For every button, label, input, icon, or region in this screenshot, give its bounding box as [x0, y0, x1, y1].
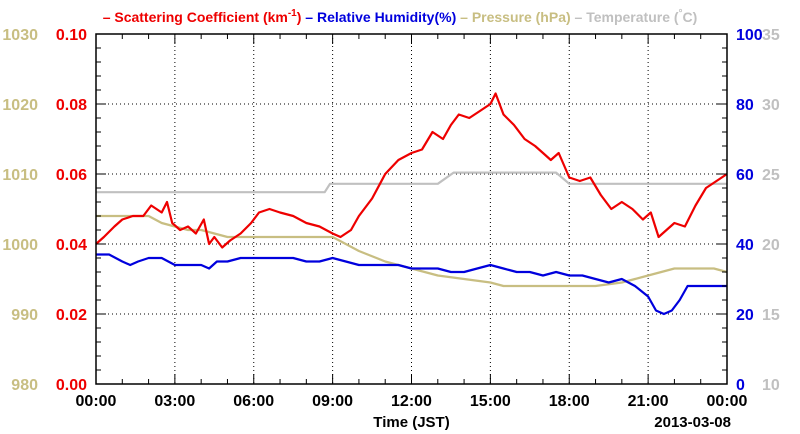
humidity-axis-tick-label: 80: [736, 97, 754, 114]
legend-entry-suffix: C): [683, 9, 698, 25]
scattering-axis-tick-label: 0.06: [56, 167, 87, 184]
x-axis-tick-label: 21:00: [628, 393, 669, 410]
scattering-axis-tick-label: 0.02: [56, 307, 87, 324]
scattering-series-line: [95, 92, 728, 249]
pressure-axis-tick-label: 1020: [2, 97, 38, 114]
pressure-axis-tick-label: 1010: [2, 167, 38, 184]
x-axis-tick-label: 09:00: [312, 393, 353, 410]
legend-superscript: °: [679, 8, 683, 19]
legend-entry: – Relative Humidity(%): [301, 9, 456, 25]
legend-superscript: -1: [288, 8, 297, 19]
temperature-axis-tick-label: 30: [762, 97, 780, 114]
temperature-axis-tick-label: 20: [762, 237, 780, 254]
x-axis-tick-label: 06:00: [233, 393, 274, 410]
pressure-series-line: [96, 214, 728, 288]
x-axis-tick-label: 12:00: [391, 393, 432, 410]
temperature-series-line: [96, 171, 727, 194]
x-axis-label: Time (JST): [373, 414, 449, 431]
temperature-axis-tick-label: 35: [762, 27, 780, 44]
legend-entry: – Scattering Coefficient (km: [103, 9, 288, 25]
humidity-axis-tick-label: 20: [736, 307, 754, 324]
legend: – Scattering Coefficient (km-1) – Relati…: [103, 8, 698, 25]
pressure-axis-tick-label: 1030: [2, 27, 38, 44]
legend-entry-suffix: ): [297, 9, 302, 25]
temperature-axis-tick-label: 25: [762, 167, 780, 184]
humidity-axis-tick-label: 40: [736, 237, 754, 254]
date-label: 2013-03-08: [654, 414, 731, 431]
scattering-axis-tick-label: 0.00: [56, 377, 87, 394]
scattering-axis-tick-label: 0.08: [56, 97, 87, 114]
x-axis-tick-label: 00:00: [76, 393, 117, 410]
temperature-axis-tick-label: 10: [762, 377, 780, 394]
series-layer: [95, 92, 728, 316]
pressure-axis-tick-label: 980: [11, 377, 38, 394]
temperature-axis-tick-label: 15: [762, 307, 780, 324]
humidity-axis-tick-label: 100: [736, 27, 763, 44]
legend-entry: – Pressure (hPa): [456, 9, 570, 25]
scattering-axis-tick-label: 0.04: [56, 237, 87, 254]
pressure-axis-tick-label: 1000: [2, 237, 38, 254]
x-axis-tick-label: 00:00: [707, 393, 748, 410]
humidity-axis-tick-label: 0: [736, 377, 745, 394]
humidity-axis-tick-label: 60: [736, 167, 754, 184]
x-axis-tick-label: 15:00: [470, 393, 511, 410]
axes: 0.000.020.040.060.080.109809901000101010…: [2, 27, 779, 410]
scattering-axis-tick-label: 0.10: [56, 27, 87, 44]
humidity-series-line: [96, 253, 727, 316]
pressure-axis-tick-label: 990: [11, 307, 38, 324]
legend-entry: – Temperature (: [571, 9, 679, 25]
x-axis-tick-label: 18:00: [549, 393, 590, 410]
x-axis-tick-label: 03:00: [154, 393, 195, 410]
